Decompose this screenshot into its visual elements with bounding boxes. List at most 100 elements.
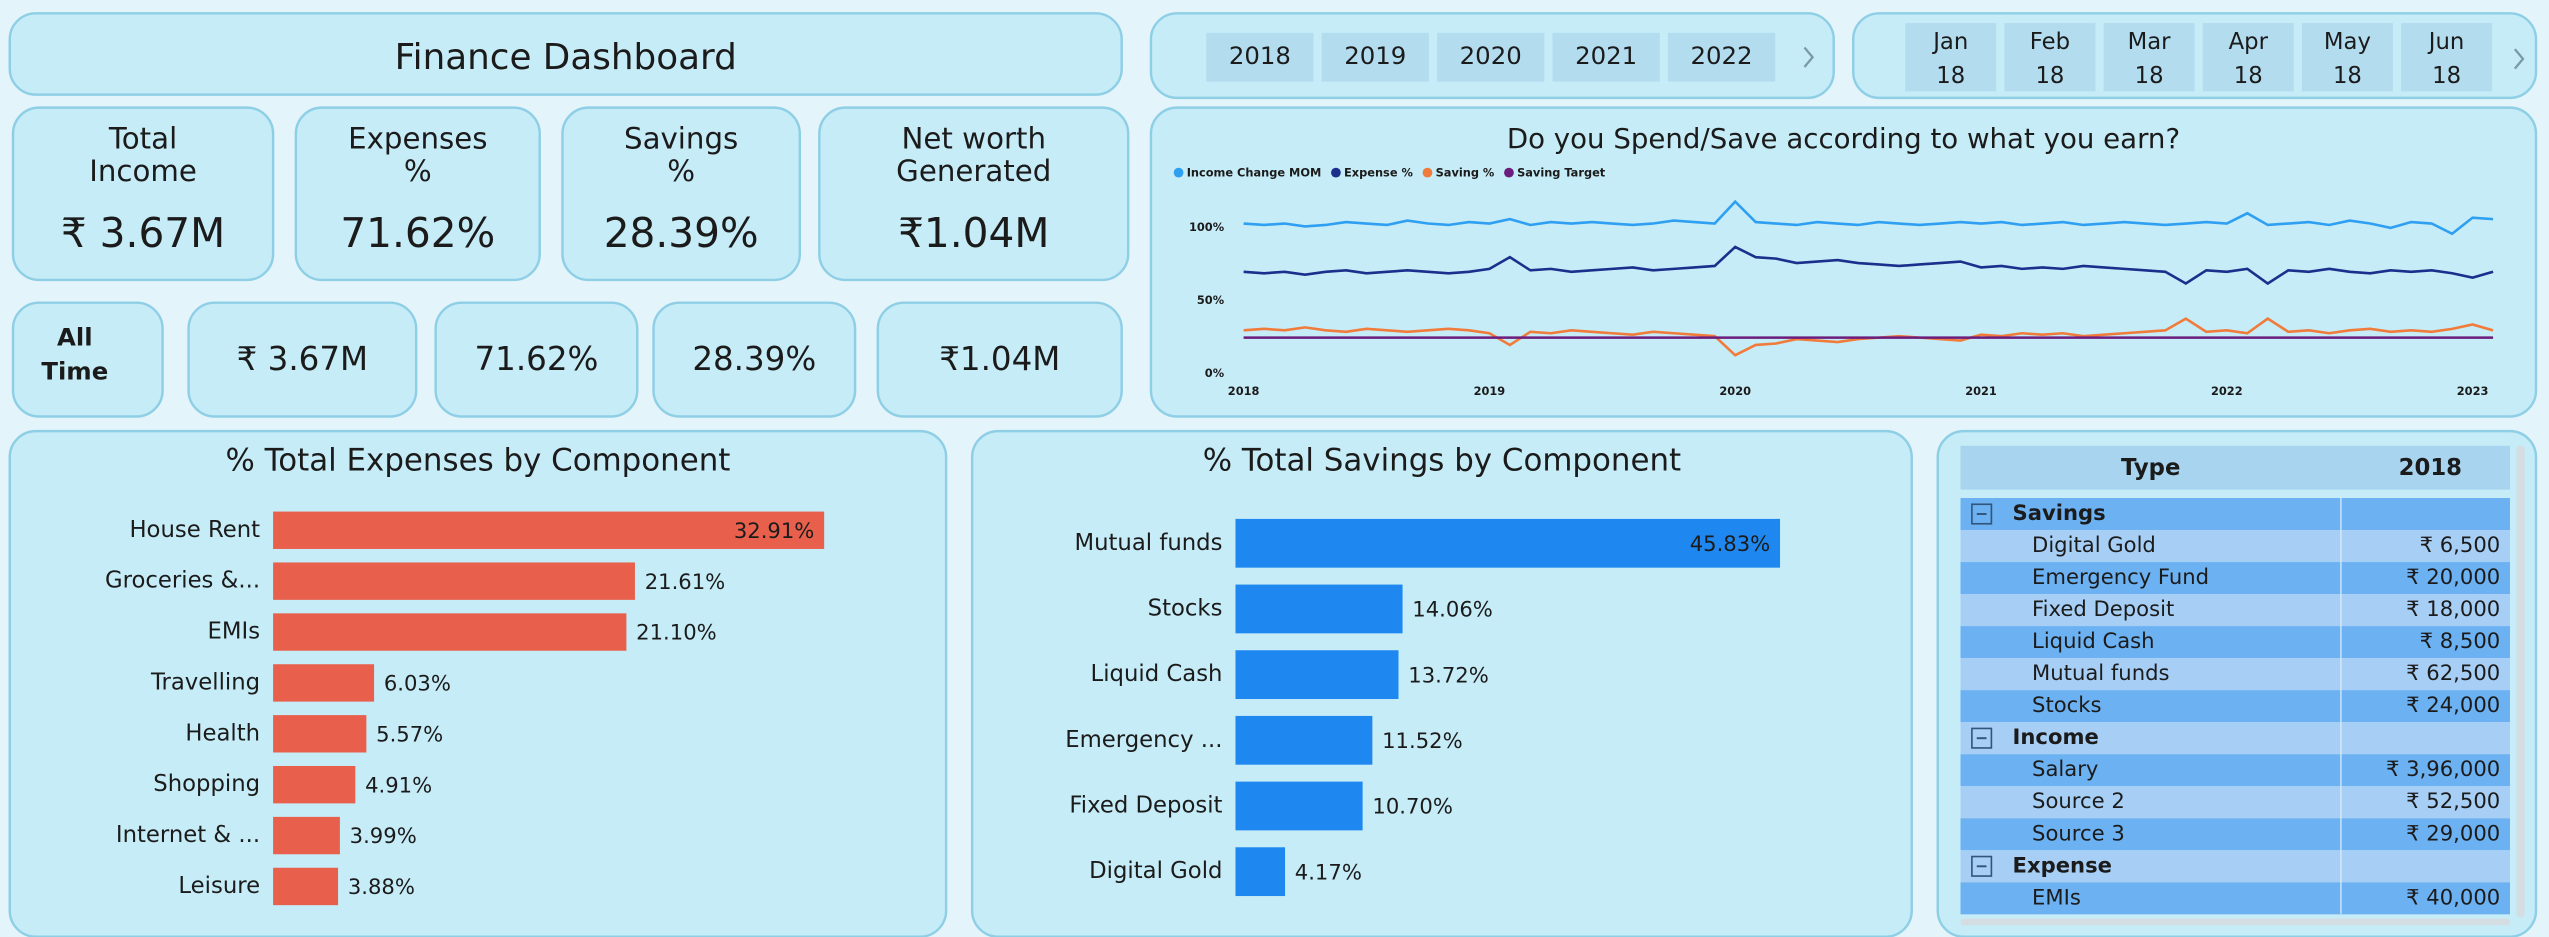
value-label: 4.91%: [365, 772, 432, 797]
value-label: 3.88%: [348, 874, 415, 899]
category-label: Liquid Cash: [1091, 661, 1223, 687]
column-header: 2018: [2399, 455, 2462, 481]
row-label: Emergency Fund: [2032, 564, 2209, 589]
x-tick-label: 2020: [1719, 384, 1751, 398]
category-label: Internet & ...: [116, 822, 260, 848]
x-tick-label: 2022: [2211, 384, 2243, 398]
month-year-label[interactable]: 18: [2432, 63, 2461, 89]
row-label: Source 2: [2032, 788, 2125, 813]
value-label: 5.57%: [376, 721, 443, 746]
scrollbar-h[interactable]: [1961, 919, 2510, 926]
row-label: Source 3: [2032, 820, 2125, 845]
category-label: EMIs: [208, 619, 261, 645]
chart-title: % Total Expenses by Component: [225, 442, 730, 478]
row-value: ₹ 24,000: [2406, 692, 2500, 717]
value-label: 32.91%: [734, 518, 815, 543]
kpi-label: Generated: [896, 154, 1051, 188]
legend-label: Expense %: [1344, 165, 1413, 179]
row-value: ₹ 3,96,000: [2386, 756, 2500, 781]
column-header: Type: [2121, 455, 2180, 481]
month-label[interactable]: Jan: [1931, 29, 1968, 55]
dashboard-title: Finance Dashboard: [395, 37, 737, 78]
x-tick-label: 2018: [1228, 384, 1260, 398]
legend-marker: [1423, 168, 1433, 178]
legend-marker: [1331, 168, 1341, 178]
bar: [273, 664, 374, 701]
kpi-label: %: [404, 154, 432, 188]
bar: [273, 766, 355, 803]
kpi-label: Net worth: [902, 122, 1047, 156]
row-value: ₹ 29,000: [2406, 820, 2500, 845]
row-label: Mutual funds: [2032, 660, 2169, 685]
row-value: ₹ 62,500: [2406, 660, 2500, 685]
x-tick-label: 2019: [1474, 384, 1506, 398]
month-label[interactable]: Mar: [2128, 29, 2172, 55]
category-label: Mutual funds: [1074, 530, 1222, 556]
scrollbar[interactable]: [2516, 446, 2524, 917]
all-time-value: 28.39%: [692, 340, 816, 378]
month-label[interactable]: Apr: [2229, 29, 2269, 55]
category-label: House Rent: [129, 517, 260, 543]
month-label[interactable]: May: [2324, 29, 2371, 55]
all-time-label: Time: [41, 357, 108, 386]
row-label: Digital Gold: [2032, 532, 2156, 557]
bar: [1235, 847, 1285, 896]
kpi-label: Expenses: [348, 122, 487, 156]
row-label: Stocks: [2032, 692, 2101, 717]
month-label[interactable]: Feb: [2030, 29, 2070, 55]
x-tick-label: 2023: [2457, 384, 2489, 398]
kpi-value: 71.62%: [340, 209, 495, 257]
year-label[interactable]: 2020: [1460, 41, 1522, 70]
kpi-value: ₹ 3.67M: [61, 209, 225, 257]
legend-label: Saving %: [1436, 165, 1495, 179]
y-tick-label: 0%: [1205, 366, 1225, 380]
y-tick-label: 100%: [1189, 220, 1225, 234]
row-value: ₹ 20,000: [2406, 564, 2500, 589]
kpi-label: %: [667, 154, 695, 188]
month-year-label[interactable]: 18: [2333, 63, 2362, 89]
row-label: Fixed Deposit: [2032, 596, 2174, 621]
value-label: 45.83%: [1690, 531, 1771, 556]
year-label[interactable]: 2018: [1229, 41, 1291, 70]
dashboard: Finance Dashboard 2018 2019 2020 2021 2022 Jan…: [0, 0, 2549, 937]
row-label: Salary: [2032, 756, 2098, 781]
group-label: Income: [2013, 724, 2099, 749]
year-label[interactable]: 2019: [1344, 41, 1406, 70]
bar: [1235, 650, 1398, 699]
legend-label: Saving Target: [1517, 165, 1606, 179]
all-time-label: All: [57, 322, 93, 351]
bar: [1235, 585, 1402, 634]
bar: [273, 868, 338, 905]
category-label: Groceries &...: [105, 568, 260, 594]
row-value: ₹ 8,500: [2420, 628, 2501, 653]
bar: [273, 817, 340, 854]
month-year-label[interactable]: 18: [2234, 63, 2263, 89]
category-label: Travelling: [150, 669, 260, 695]
value-label: 21.61%: [645, 569, 726, 594]
row-value: ₹ 52,500: [2406, 788, 2500, 813]
value-label: 21.10%: [636, 620, 717, 645]
bar: [1235, 782, 1362, 831]
value-label: 14.06%: [1412, 597, 1493, 622]
month-year-label[interactable]: 18: [1936, 63, 1965, 89]
month-year-label[interactable]: 18: [2135, 63, 2164, 89]
year-label[interactable]: 2021: [1575, 41, 1637, 70]
month-year-label[interactable]: 18: [2035, 63, 2064, 89]
value-label: 13.72%: [1408, 662, 1489, 687]
group-label: Savings: [2013, 500, 2106, 525]
year-label[interactable]: 2022: [1691, 41, 1753, 70]
page: Finance Dashboard 2018 2019 2020 2021 2022 Jan…: [0, 0, 2549, 937]
row-label: Liquid Cash: [2032, 628, 2155, 653]
category-label: Leisure: [178, 873, 260, 899]
row-value: ₹ 18,000: [2406, 596, 2500, 621]
month-label[interactable]: Jun: [2427, 29, 2465, 55]
category-label: Digital Gold: [1089, 858, 1222, 884]
legend-label: Income Change MOM: [1187, 165, 1322, 179]
kpi-label: Total: [108, 122, 177, 156]
category-label: Fixed Deposit: [1069, 792, 1222, 818]
legend-marker: [1174, 168, 1184, 178]
bar: [273, 715, 366, 752]
kpi-value: 28.39%: [604, 209, 759, 257]
y-tick-label: 50%: [1197, 293, 1225, 307]
kpi-label: Savings: [624, 122, 738, 156]
